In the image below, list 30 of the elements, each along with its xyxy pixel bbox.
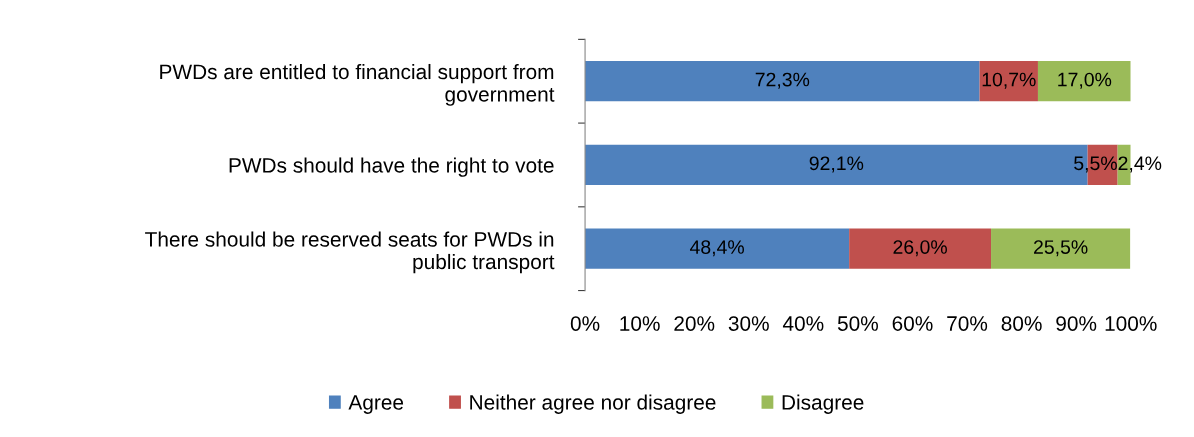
bar [585,61,980,102]
bar [979,61,1038,102]
legend-label: Neither agree nor disagree [470,394,716,414]
x-tick-label: 10% [620,316,660,331]
x-tick-label: 70% [947,316,988,331]
x-tick-label: 50% [837,316,878,331]
data-label: 26,0% [893,240,947,257]
x-tick-label: 90% [1056,316,1097,331]
x-tick-label: 80% [1001,316,1042,331]
y-tick-label: PWDs should have the right to vote [229,157,554,177]
data-label: 17,0% [1058,72,1112,89]
bar [1037,61,1131,102]
bar [585,228,850,269]
data-label: 48,4% [689,240,744,257]
legend-label: Disagree [782,394,864,414]
x-tick-label: 40% [782,316,824,331]
x-tick-label: 20% [674,316,715,331]
data-label: 72,3% [755,72,810,89]
bar [991,228,1131,269]
x-tick-label: 30% [728,316,769,331]
x-tick-label: 100% [1105,316,1157,331]
data-label: 92,1% [809,156,864,173]
data-label: 25,5% [1034,240,1088,257]
x-tick-label: 60% [892,316,933,331]
x-tick-label: 0% [570,316,600,331]
y-tick-label: There should be reserved seats for PWDs in public transport [145,231,555,274]
bar [849,228,992,269]
data-label: 10,7% [982,72,1036,89]
y-tick-label: PWDs are entitled to financial support from government [160,63,555,106]
legend-label: Agree [348,395,404,414]
